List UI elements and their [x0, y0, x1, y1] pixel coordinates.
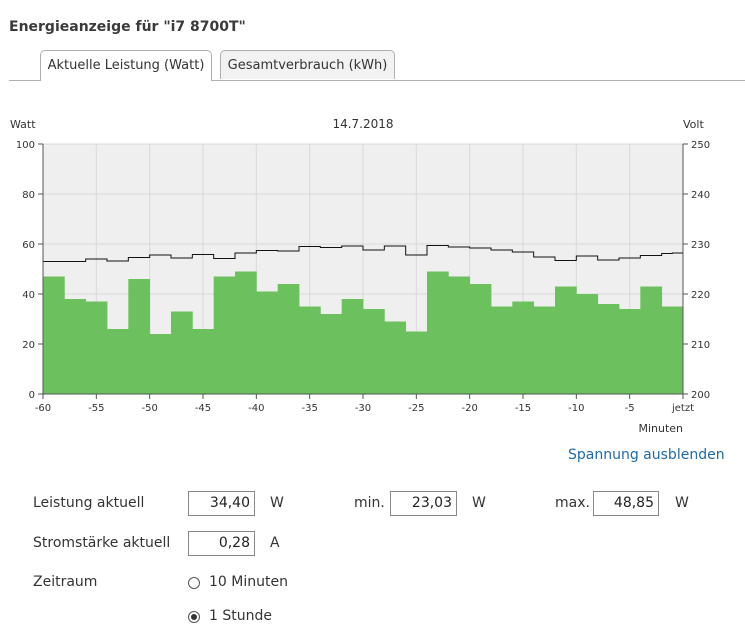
tab-bar: Aktuelle Leistung (Watt) Gesamtverbrauch… — [9, 50, 745, 81]
power-bar — [107, 329, 129, 394]
y-tick-label: 0 — [29, 390, 35, 401]
radio-10-minutes[interactable] — [188, 577, 200, 589]
power-bar — [64, 299, 87, 394]
power-value-field: 34,40 — [188, 491, 255, 516]
power-label: Leistung aktuell — [33, 495, 145, 511]
power-bar — [597, 304, 620, 394]
radio-1-hour[interactable] — [188, 611, 200, 623]
x-axis-label: Minuten — [638, 422, 683, 435]
y-tick-label: 80 — [22, 190, 35, 201]
x-tick-label: -15 — [515, 403, 531, 414]
chart-title: 14.7.2018 — [332, 117, 393, 131]
power-bar — [85, 301, 108, 394]
x-tick-label: -20 — [461, 403, 477, 414]
power-bar — [384, 321, 407, 394]
energy-chart: 14.7.2018 Watt Volt Minuten -60 -55 -50 -45… — [10, 117, 710, 435]
power-bar — [661, 306, 684, 394]
current-value-field: 0,28 — [188, 531, 255, 556]
power-bar — [576, 294, 599, 394]
min-unit: W — [472, 495, 486, 511]
power-bar — [192, 329, 215, 394]
power-bar — [448, 276, 471, 394]
power-bar — [277, 284, 300, 394]
y-tick-label: 100 — [16, 140, 35, 151]
y-tick-label: 40 — [22, 290, 35, 301]
y2-tick-label: 210 — [691, 340, 710, 351]
radio-1-hour-label[interactable]: 1 Stunde — [209, 608, 272, 624]
power-bar — [512, 301, 535, 394]
min-label: min. — [354, 495, 385, 511]
x-tick-label: jetzt — [671, 403, 694, 414]
power-bar — [341, 299, 364, 394]
max-unit: W — [675, 495, 689, 511]
power-bar — [619, 309, 641, 394]
power-bars — [43, 271, 684, 394]
tab-total-consumption[interactable]: Gesamtverbrauch (kWh) — [220, 50, 395, 79]
x-tick-label: -60 — [35, 403, 51, 414]
y-tick-label: 20 — [22, 340, 35, 351]
x-tick-label: -50 — [141, 403, 157, 414]
y2-tick-label: 230 — [691, 240, 710, 251]
power-bar — [299, 306, 321, 394]
y2-tick-label: 200 — [691, 390, 710, 401]
y2-tick-label: 250 — [691, 140, 710, 151]
power-bar — [171, 311, 193, 394]
toggle-voltage-link[interactable]: Spannung ausblenden — [568, 447, 725, 463]
x-tick-label: -25 — [408, 403, 424, 414]
power-bar — [149, 334, 172, 394]
radio-10-minutes-label[interactable]: 10 Minuten — [209, 574, 288, 590]
power-bar — [363, 309, 385, 394]
power-bar — [405, 331, 428, 394]
power-bar — [213, 276, 236, 394]
power-bar — [555, 286, 577, 394]
y2-tick-label: 220 — [691, 290, 710, 301]
power-bar — [43, 276, 65, 394]
power-unit: W — [270, 495, 284, 511]
power-bar — [256, 291, 279, 394]
y-axis-label: Watt — [10, 118, 36, 131]
axes: -60 -55 -50 -45 -40 -35 -30 -25 -20 -15 -10 -5 jetzt… — [16, 140, 710, 414]
x-tick-label: -40 — [248, 403, 264, 414]
power-bar — [491, 306, 513, 394]
max-label: max. — [555, 495, 590, 511]
y2-tick-label: 240 — [691, 190, 710, 201]
voltage-line — [43, 245, 683, 262]
power-bar — [128, 279, 151, 394]
range-label: Zeitraum — [33, 574, 98, 590]
x-tick-label: -10 — [568, 403, 584, 414]
x-tick-label: -45 — [195, 403, 211, 414]
x-tick-label: -30 — [355, 403, 371, 414]
x-tick-label: -55 — [88, 403, 104, 414]
current-unit: A — [270, 535, 280, 551]
power-bar — [469, 284, 492, 394]
power-bar — [640, 286, 663, 394]
tab-current-power[interactable]: Aktuelle Leistung (Watt) — [40, 50, 212, 81]
current-label: Stromstärke aktuell — [33, 535, 171, 551]
min-value-field: 23,03 — [390, 491, 457, 516]
power-bar — [235, 271, 257, 394]
power-bar — [427, 271, 449, 394]
power-bar — [320, 314, 343, 394]
x-tick-label: -5 — [625, 403, 635, 414]
y2-axis-label: Volt — [683, 118, 704, 131]
x-tick-label: -35 — [301, 403, 317, 414]
power-bar — [533, 306, 556, 394]
max-value-field: 48,85 — [593, 491, 659, 516]
page-title: Energieanzeige für "i7 8700T" — [9, 19, 246, 35]
y-tick-label: 60 — [22, 240, 35, 251]
